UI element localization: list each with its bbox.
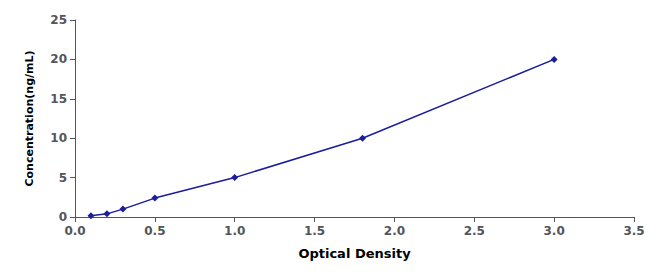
- svg-text:3.5: 3.5: [623, 224, 644, 238]
- svg-text:1.5: 1.5: [304, 224, 325, 238]
- svg-text:0: 0: [59, 210, 67, 224]
- svg-text:Optical Density: Optical Density: [298, 246, 411, 261]
- svg-text:0.0: 0.0: [64, 224, 85, 238]
- svg-text:10: 10: [50, 131, 67, 145]
- svg-text:2.0: 2.0: [384, 224, 405, 238]
- svg-text:2.5: 2.5: [464, 224, 485, 238]
- svg-text:15: 15: [50, 92, 67, 106]
- svg-text:0.5: 0.5: [144, 224, 165, 238]
- svg-text:20: 20: [50, 52, 67, 66]
- svg-text:Concentration(ng/mL): Concentration(ng/mL): [23, 50, 36, 186]
- svg-text:3.0: 3.0: [544, 224, 565, 238]
- svg-text:1.0: 1.0: [224, 224, 245, 238]
- svg-text:25: 25: [50, 13, 67, 27]
- svg-text:5: 5: [59, 171, 67, 185]
